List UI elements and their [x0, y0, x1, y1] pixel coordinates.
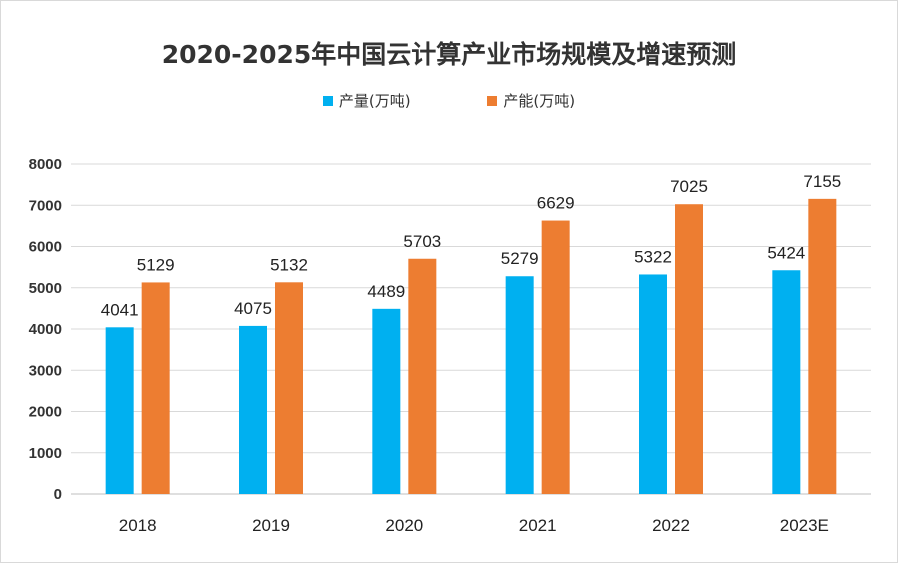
bar-capacity — [675, 204, 703, 494]
x-tick-label: 2022 — [652, 516, 690, 535]
legend-label-capacity: 产能(万吨) — [503, 92, 576, 110]
y-tick-label: 4000 — [29, 321, 62, 338]
bar-production — [639, 274, 667, 494]
data-label: 6629 — [537, 194, 575, 213]
bar-production — [772, 270, 801, 494]
legend-item-capacity: 产能(万吨) — [487, 90, 575, 111]
data-label: 5322 — [634, 247, 672, 266]
legend-swatch-production — [322, 95, 333, 106]
bar-capacity — [808, 198, 837, 494]
data-label: 5129 — [137, 255, 175, 274]
data-label: 4041 — [101, 300, 139, 319]
y-tick-label: 8000 — [29, 156, 62, 173]
legend-item-production: 产量(万吨) — [322, 90, 411, 111]
y-tick-label: 3000 — [29, 362, 62, 379]
bar-capacity — [141, 282, 170, 494]
data-label: 5703 — [403, 232, 441, 251]
y-tick-label: 7000 — [29, 197, 62, 214]
bar-production — [239, 325, 267, 494]
bar-capacity — [541, 220, 570, 494]
x-tick-label: 2021 — [519, 516, 557, 535]
x-tick-label: 2019 — [252, 516, 290, 535]
data-label: 5132 — [270, 255, 308, 274]
x-tick-label: 2023E — [780, 516, 829, 535]
data-label: 5279 — [501, 249, 539, 268]
chart-title: 2020-2025年中国云计算产业市场规模及增速预测 — [161, 40, 737, 69]
y-tick-label: 6000 — [29, 239, 62, 256]
bar-production — [372, 308, 401, 494]
bar-capacity — [408, 258, 437, 494]
bar-production — [505, 276, 534, 494]
legend-swatch-capacity — [487, 95, 498, 106]
data-label: 4075 — [234, 299, 272, 318]
legend-label-production: 产量(万吨) — [338, 92, 411, 110]
x-tick-label: 2018 — [119, 516, 157, 535]
data-label: 4489 — [367, 282, 405, 301]
data-label: 7155 — [803, 172, 841, 191]
legend: 产量(万吨) 产能(万吨) — [1, 90, 897, 111]
data-label: 5424 — [767, 243, 805, 262]
data-label: 7025 — [670, 177, 708, 196]
bar-capacity — [275, 282, 303, 494]
y-tick-label: 5000 — [29, 280, 62, 297]
y-tick-label: 0 — [54, 486, 62, 503]
x-tick-label: 2020 — [385, 516, 423, 535]
y-tick-label: 1000 — [29, 445, 62, 462]
bar-production — [105, 327, 134, 494]
y-tick-label: 2000 — [29, 404, 62, 421]
